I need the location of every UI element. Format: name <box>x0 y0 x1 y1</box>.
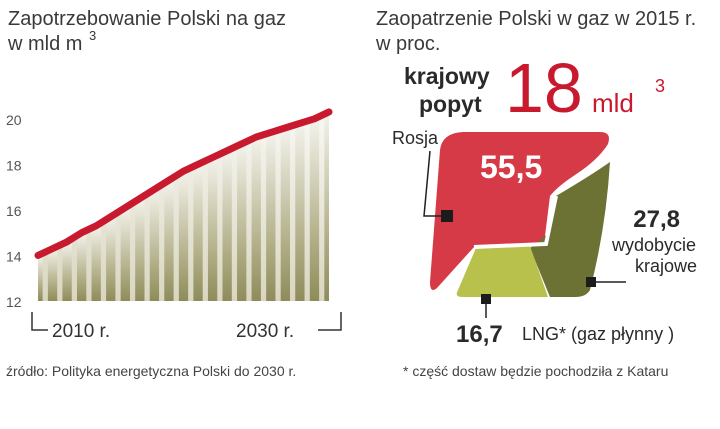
data-bar <box>324 111 329 301</box>
callout-marker-wydobycie <box>586 277 596 287</box>
line-chart-title: Zapotrzebowanie Polski na gaz <box>8 8 286 30</box>
data-bar <box>295 123 305 301</box>
slice-separator <box>473 195 558 249</box>
y-tick-label: 18 <box>6 157 22 173</box>
data-bar <box>76 232 87 301</box>
data-bar <box>164 180 174 301</box>
callout-rosja <box>423 150 446 217</box>
total-unit: mld <box>592 88 634 118</box>
data-bar <box>207 157 218 301</box>
total-label-line2: popyt <box>419 91 482 117</box>
pie-title: Zaopatrzenie Polski w gaz w 2015 r. <box>376 8 696 30</box>
slice-value-lng: 16,7 <box>456 321 503 348</box>
y-tick-label: 14 <box>6 248 22 264</box>
data-bar <box>280 127 291 301</box>
total-value: 18 <box>505 49 583 127</box>
data-bar <box>266 132 276 301</box>
x-tick-label: 2010 r. <box>52 321 110 342</box>
total-label-line1: krajowy <box>404 63 490 89</box>
slice-label-lng: LNG* (gaz płynny ) <box>522 324 674 344</box>
footnote: * część dostaw będzie pochodziła z Katar… <box>403 363 668 379</box>
data-bar <box>38 255 43 301</box>
pie-subtitle: w proc. <box>375 33 440 55</box>
slice-label-rosja: Rosja <box>392 128 439 148</box>
data-bar <box>222 150 232 301</box>
source-note: źródło: Polityka energetyczna Polski do … <box>6 363 296 379</box>
data-bar <box>62 241 72 301</box>
x-axis-bracket-left <box>31 312 48 331</box>
data-bar <box>106 216 116 301</box>
line-chart-subtitle: w mld m <box>7 33 82 55</box>
pie-slice-rosja <box>430 132 609 290</box>
slice-label-wydobycie-line2: krajowe <box>635 256 697 276</box>
y-tick-label: 16 <box>6 203 22 219</box>
y-tick-label: 12 <box>6 294 22 310</box>
slice-value-rosja: 55,5 <box>480 149 542 185</box>
x-axis-bracket-right <box>318 312 342 331</box>
callout-marker-rosja <box>441 210 453 222</box>
data-bar <box>251 137 261 301</box>
slice-value-wydobycie: 27,8 <box>633 206 680 233</box>
data-bar <box>120 207 130 301</box>
data-bar <box>193 164 203 301</box>
line-chart-subtitle-sup: 3 <box>89 28 96 43</box>
data-bar <box>178 171 189 301</box>
total-unit-sup: 3 <box>655 76 665 96</box>
data-bar <box>47 248 58 301</box>
pie-slice-wydobycie <box>530 162 610 297</box>
data-bar <box>309 118 320 301</box>
y-tick-label: 20 <box>6 112 22 128</box>
slice-label-wydobycie-line1: wydobycie <box>611 235 696 255</box>
x-tick-label: 2030 r. <box>236 321 294 342</box>
series-line <box>34 108 333 259</box>
data-bar <box>149 189 160 301</box>
data-bar <box>237 143 247 301</box>
data-bar <box>135 198 145 301</box>
pie-slice-lng <box>456 246 548 297</box>
callout-marker-lng <box>481 294 491 304</box>
data-bar <box>91 225 101 301</box>
